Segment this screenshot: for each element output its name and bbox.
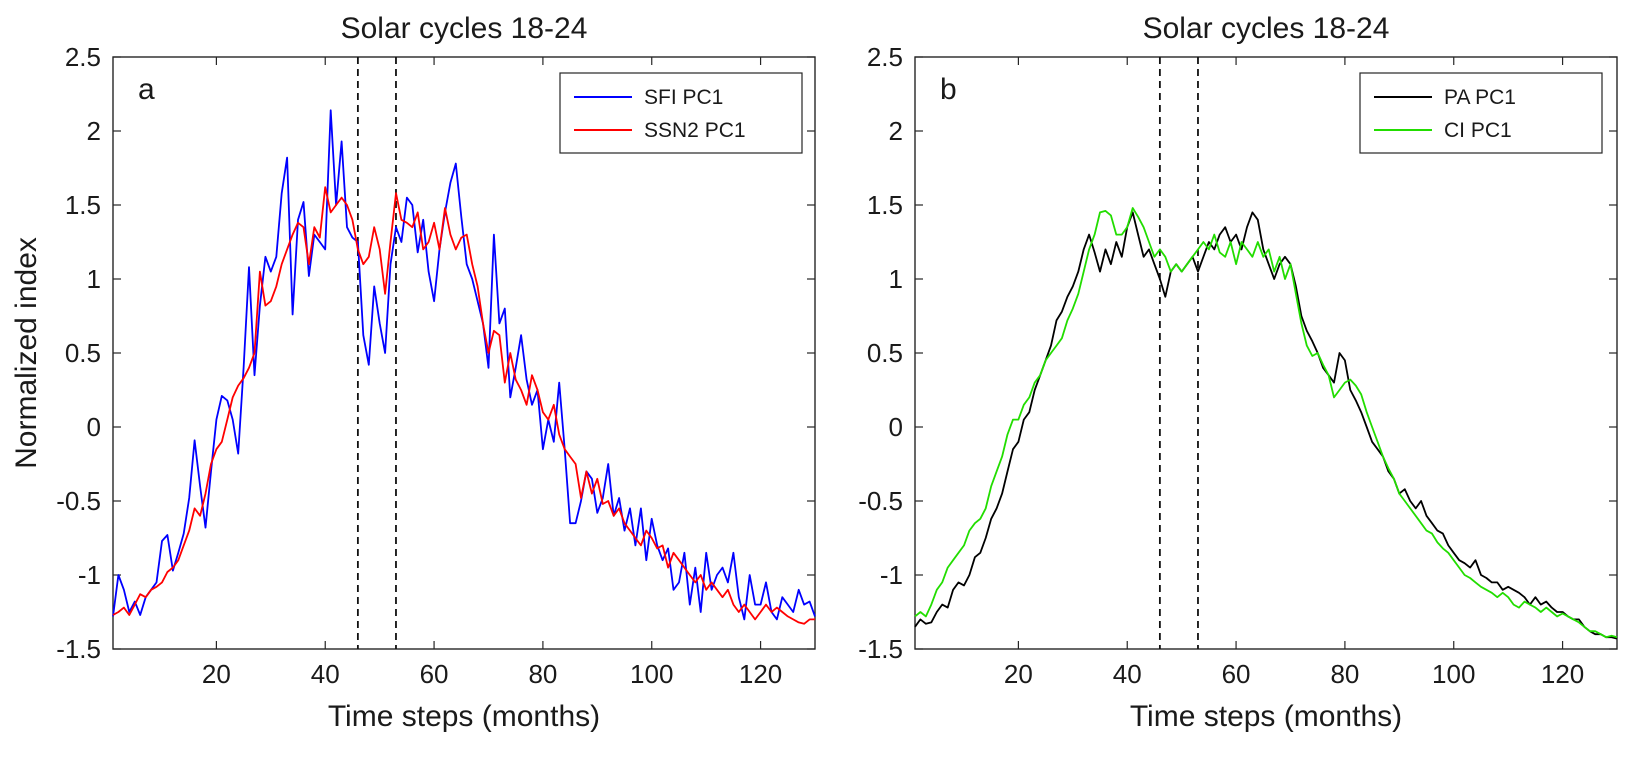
x-tick-label: 100 — [1432, 659, 1475, 689]
y-tick-label: 2.5 — [65, 42, 101, 72]
x-tick-label: 20 — [1004, 659, 1033, 689]
plot-frame — [914, 56, 1618, 650]
y-tick-label: 0.5 — [867, 338, 903, 368]
y-tick-label: -1.5 — [858, 634, 903, 664]
y-tick-label: 0 — [87, 412, 101, 442]
y-tick-label: 0 — [889, 412, 903, 442]
y-tick-label: 2 — [889, 116, 903, 146]
y-tick-label: 1.5 — [867, 190, 903, 220]
x-tick-label: 100 — [630, 659, 673, 689]
series-line-pa-pc1 — [914, 211, 1618, 640]
legend-entry: SSN2 PC1 — [644, 119, 746, 142]
x-tick-label: 60 — [1222, 659, 1251, 689]
x-tick-label: 40 — [1113, 659, 1142, 689]
chart-panel-a: -1.5 -1 -0.5 0 0.5 1 1.5 2 2.5 20 40 60 80 100 120 Sola… — [10, 12, 816, 733]
legend: SFI PC1 SSN2 PC1 — [559, 72, 803, 154]
series-line-ci-pc1 — [914, 207, 1618, 639]
y-tick-label: -0.5 — [56, 486, 101, 516]
y-tick-label: 2.5 — [867, 42, 903, 72]
x-tick-label: 120 — [739, 659, 782, 689]
y-tick-label: 1 — [889, 264, 903, 294]
legend-entry: SFI PC1 — [644, 86, 723, 109]
x-tick-label: 80 — [528, 659, 557, 689]
panel-label: b — [940, 73, 957, 106]
x-axis-label: Time steps (months) — [1130, 700, 1402, 733]
y-tick-label: 0.5 — [65, 338, 101, 368]
x-tick-label: 120 — [1541, 659, 1584, 689]
y-tick-label: 2 — [87, 116, 101, 146]
legend-entry: CI PC1 — [1444, 119, 1512, 142]
panel-label: a — [138, 73, 155, 106]
x-tick-label: 40 — [311, 659, 340, 689]
x-axis-label: Time steps (months) — [328, 700, 600, 733]
legend-entry: PA PC1 — [1444, 86, 1516, 109]
y-tick-label: -0.5 — [858, 486, 903, 516]
y-tick-label: -1 — [880, 560, 903, 590]
y-tick-label: -1.5 — [56, 634, 101, 664]
chart-title: Solar cycles 18-24 — [1143, 12, 1390, 45]
y-axis-label: Normalized index — [10, 237, 43, 469]
y-tick-label: -1 — [78, 560, 101, 590]
x-tick-label: 80 — [1330, 659, 1359, 689]
series-line-ssn2-pc1 — [112, 186, 815, 625]
legend-box — [559, 72, 803, 154]
plot-frame — [112, 56, 816, 650]
x-tick-label: 20 — [202, 659, 231, 689]
chart-panel-b: -1.5 -1 -0.5 0 0.5 1 1.5 2 2.5 20 40 60 80 100 120 Sola… — [858, 12, 1618, 733]
legend-box — [1359, 72, 1603, 154]
y-tick-label: 1 — [87, 264, 101, 294]
x-tick-label: 60 — [420, 659, 449, 689]
legend: PA PC1 CI PC1 — [1359, 72, 1603, 154]
y-tick-label: 1.5 — [65, 190, 101, 220]
chart-title: Solar cycles 18-24 — [341, 12, 588, 45]
